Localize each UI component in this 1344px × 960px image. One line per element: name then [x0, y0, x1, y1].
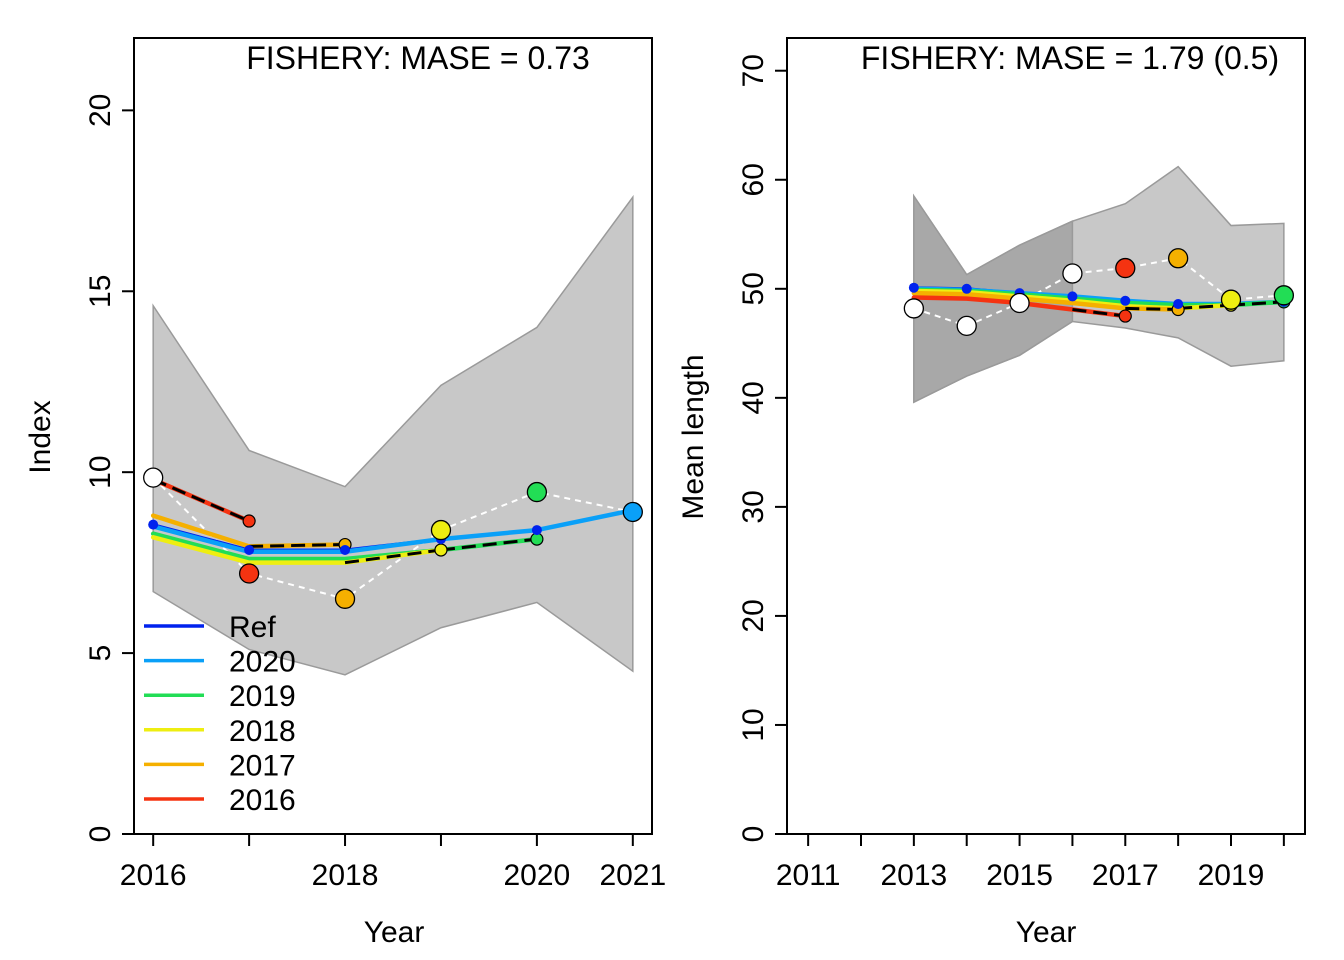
ref-point — [908, 282, 919, 293]
x-tick-label: 2020 — [504, 859, 571, 892]
panel-title: FISHERY: MASE = 0.73 — [246, 40, 590, 76]
x-tick-label: 2013 — [880, 859, 947, 892]
y-tick-label: 5 — [84, 645, 117, 662]
legend-label: 2018 — [229, 715, 296, 748]
forecast-segment-2017 — [249, 543, 346, 548]
prediction-point-2018 — [434, 543, 448, 557]
ref-point — [1173, 299, 1184, 310]
ref-point — [1120, 295, 1131, 306]
x-tick-label: 2018 — [312, 859, 379, 892]
mean-length-panel: FISHERY: MASE = 1.79 (0.5) Year Mean len… — [677, 37, 1306, 949]
legend-label: 2020 — [229, 646, 296, 679]
observed-point — [1273, 285, 1295, 306]
ref-point — [961, 283, 972, 294]
observed-point — [903, 298, 925, 319]
x-tick-label: 2016 — [120, 859, 187, 892]
y-tick-label: 70 — [737, 54, 770, 87]
observed-points — [143, 467, 643, 609]
observed-point — [430, 519, 452, 541]
observed-point — [1220, 289, 1242, 310]
x-tick-label: 2017 — [1092, 859, 1159, 892]
y-tick-label: 40 — [737, 381, 770, 414]
forecast-segment-2017 — [1125, 306, 1179, 312]
y-axis-label: Mean length — [677, 354, 710, 519]
y-tick-label: 10 — [84, 455, 117, 488]
prediction-point-2016 — [242, 514, 256, 528]
x-tick-label: 2011 — [776, 859, 841, 892]
x-tick-label: 2015 — [986, 859, 1053, 892]
y-tick-label: 30 — [737, 490, 770, 523]
y-tick-label: 60 — [737, 163, 770, 196]
series-line-2020 — [150, 507, 636, 555]
confidence-band-0 — [152, 194, 634, 676]
confidence-bands — [152, 194, 634, 676]
observed-point — [238, 563, 260, 584]
y-tick-label: 20 — [737, 599, 770, 632]
observed-point — [1062, 263, 1083, 284]
index-panel: FISHERY: MASE = 0.73 Year Index 2016 2018… — [24, 37, 666, 949]
y-tick-label: 50 — [737, 272, 770, 305]
x-tick-label: 2019 — [1198, 859, 1265, 892]
prediction-point-2016 — [1118, 309, 1132, 323]
axes: 2011 2013 2015 2017 2019 0 10 20 30 40 50 60 70 — [737, 54, 1285, 892]
ref-point — [148, 519, 159, 530]
observed-point — [1115, 257, 1136, 279]
observed-point — [622, 501, 643, 523]
forecast-segment-2016 — [1072, 308, 1126, 318]
ref-point — [1067, 291, 1078, 302]
y-axis-label: Index — [24, 400, 57, 473]
ref-point — [340, 544, 351, 555]
y-tick-label: 15 — [84, 275, 117, 308]
forecast-segment-2018 — [1178, 303, 1232, 310]
observed-series-line — [913, 257, 1284, 327]
observed-point — [1009, 292, 1030, 314]
legend-label: 2017 — [229, 749, 296, 782]
observed-point — [334, 588, 356, 609]
legend-label: 2016 — [229, 784, 296, 817]
series-lines — [150, 477, 636, 565]
ref-point — [531, 525, 542, 536]
observed-line — [913, 257, 1284, 327]
y-tick-label: 10 — [737, 708, 770, 741]
y-tick-label: 0 — [84, 826, 117, 843]
legend-label: 2019 — [229, 680, 296, 713]
x-tick-label: 2021 — [599, 859, 666, 892]
y-tick-label: 0 — [737, 826, 770, 843]
x-axis-label: Year — [364, 916, 425, 949]
observed-point — [143, 467, 164, 488]
observed-point — [526, 481, 548, 503]
observed-point — [956, 315, 977, 337]
forecast-segment-2019 — [440, 537, 538, 552]
panel-title: FISHERY: MASE = 1.79 (0.5) — [861, 40, 1279, 76]
legend-label: Ref — [229, 611, 276, 644]
plot-frame — [133, 37, 653, 835]
observed-point — [1167, 248, 1189, 269]
confidence-bands — [913, 165, 1285, 404]
observed-points — [903, 248, 1295, 337]
ref-point — [244, 544, 255, 555]
axes: 2016 2018 2020 2021 0 5 10 15 20 — [84, 94, 666, 892]
forecast-segment-2018 — [344, 548, 442, 565]
plot-frame — [786, 37, 1306, 835]
y-tick-label: 20 — [84, 94, 117, 127]
x-axis-label: Year — [1016, 916, 1077, 949]
forecast-segment-2016 — [152, 478, 250, 523]
